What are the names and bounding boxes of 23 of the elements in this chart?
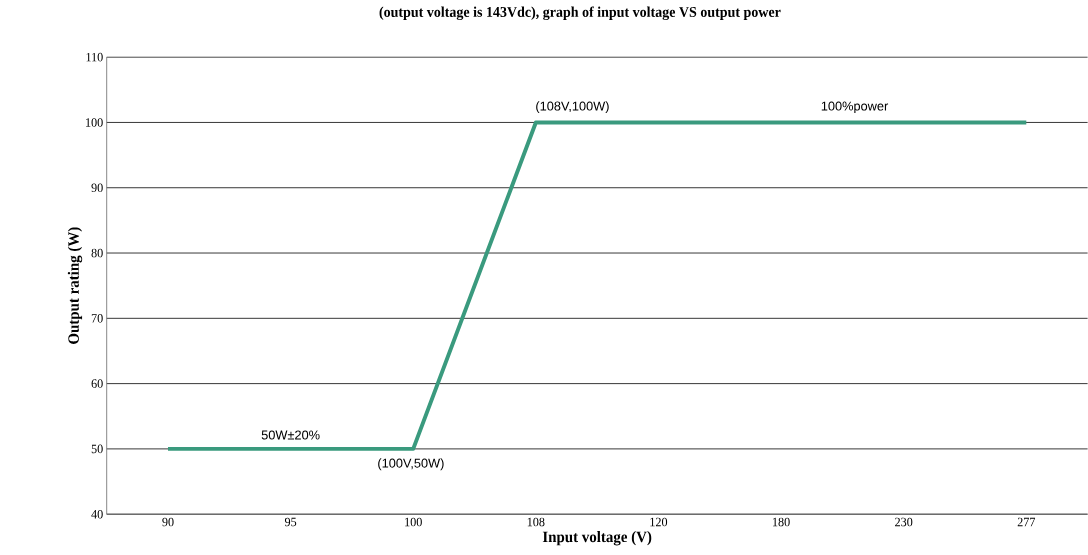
annotation: (108V,100W) — [536, 101, 609, 113]
y-tick-label: 100 — [86, 117, 103, 127]
annotation: 50W±20% — [261, 430, 320, 440]
y-tick-label: 40 — [91, 509, 103, 519]
annotation: (100V,50W) — [378, 458, 444, 471]
x-tick-label: 108 — [527, 517, 545, 527]
y-tick-label: 90 — [91, 183, 103, 192]
x-axis-title: Input voltage (V) — [542, 530, 652, 546]
y-axis-title: Output rating (W) — [67, 227, 83, 344]
x-tick-label: 120 — [650, 517, 668, 527]
annotation: 100%power — [821, 101, 889, 113]
x-tick-label: 100 — [405, 517, 422, 527]
y-tick-label: 60 — [91, 379, 103, 388]
x-tick-label: 95 — [284, 517, 297, 527]
y-tick-label: 50 — [91, 444, 103, 454]
y-tick-label: 110 — [86, 52, 103, 62]
chart-title: (output voltage is 143Vdc), graph of input voltage VS output power — [379, 6, 781, 20]
y-tick-label: 70 — [91, 313, 103, 323]
x-tick-label: 230 — [895, 517, 913, 527]
x-tick-label: 90 — [162, 517, 174, 527]
x-tick-label: 180 — [773, 517, 790, 527]
y-tick-label: 80 — [91, 248, 103, 258]
x-tick-label: 277 — [1017, 517, 1036, 526]
